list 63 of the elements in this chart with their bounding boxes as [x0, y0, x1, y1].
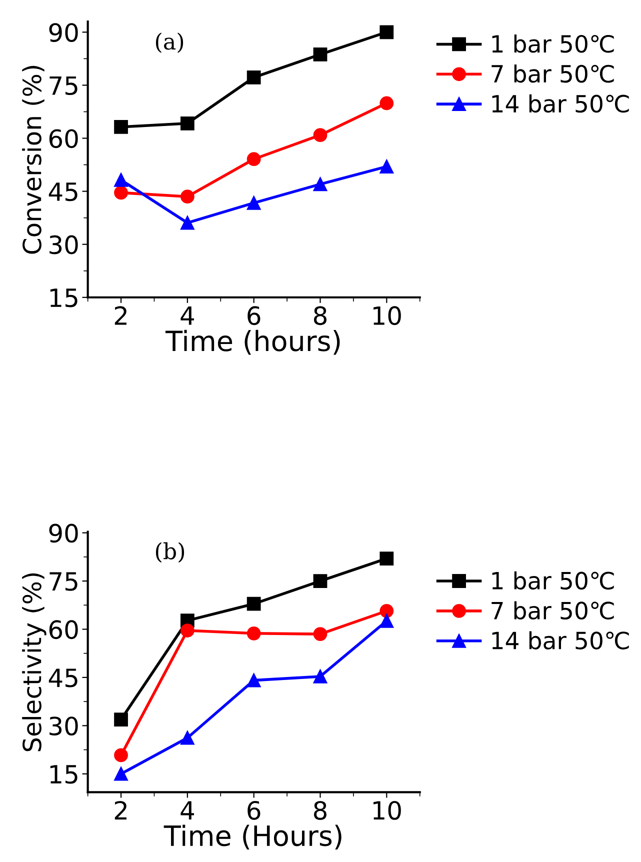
- point: [246, 626, 261, 640]
- x-tick-label: 8: [314, 800, 326, 820]
- x-tick-label: 10: [373, 800, 401, 820]
- point: [246, 70, 261, 84]
- y-axis-title: Conversion (%): [22, 66, 44, 254]
- point: [246, 196, 261, 210]
- point: [114, 173, 128, 187]
- point: [380, 552, 394, 566]
- y-tick-label: 30: [50, 235, 78, 254]
- y-tick-label: 15: [50, 765, 78, 784]
- x-tick-label: 8: [314, 306, 326, 326]
- point: [380, 25, 394, 40]
- y-tick-label: 45: [48, 668, 78, 688]
- legend-label: 1 bar 50℃: [492, 34, 614, 53]
- x-tick-label: 6: [248, 306, 260, 326]
- point: [114, 120, 128, 134]
- legend-label: 1 bar 50℃: [492, 571, 614, 590]
- point: [313, 177, 328, 192]
- point: [313, 128, 328, 142]
- y-tick-label: 15: [50, 288, 78, 308]
- annotation: (b): [156, 542, 184, 563]
- point: [313, 627, 328, 641]
- x-tick-label: 4: [180, 306, 194, 325]
- point: [114, 712, 128, 726]
- x-tick-label: 6: [248, 800, 260, 820]
- point: [380, 96, 394, 110]
- y-tick-label: 60: [49, 620, 78, 640]
- x-axis-title: Time (Hours): [164, 824, 342, 850]
- point: [313, 670, 328, 684]
- annotation: (a): [156, 32, 184, 53]
- point: [380, 604, 394, 618]
- legend-label: 7 bar 50℃: [492, 64, 614, 83]
- point: [114, 766, 128, 781]
- y-tick-label: 90: [49, 524, 78, 543]
- x-tick-label: 2: [114, 306, 126, 325]
- point: [380, 614, 394, 628]
- x-tick-label: 2: [114, 800, 126, 820]
- x-axis-title: Time (hours): [165, 330, 340, 355]
- point: [114, 186, 128, 200]
- point: [180, 730, 194, 745]
- point: [246, 673, 261, 688]
- point: [114, 748, 128, 762]
- y-tick-label: 75: [50, 76, 78, 96]
- legend-label: 7 bar 50℃: [492, 601, 614, 620]
- y-tick-label: 30: [50, 716, 78, 736]
- y-tick-label: 60: [49, 129, 78, 148]
- y-tick-label: 45: [48, 182, 78, 202]
- legend-label: 14 bar 50℃: [492, 94, 629, 113]
- point: [180, 190, 194, 204]
- point: [246, 152, 261, 166]
- point: [180, 624, 194, 638]
- y-tick-label: 75: [50, 572, 78, 591]
- point: [380, 160, 394, 174]
- legend-label: 14 bar 50℃: [492, 631, 629, 650]
- y-axis-title: Selectivity (%): [22, 573, 46, 752]
- x-tick-label: 10: [373, 306, 401, 326]
- y-tick-label: 90: [49, 23, 78, 42]
- point: [180, 116, 194, 130]
- point: [313, 47, 328, 62]
- x-tick-label: 4: [180, 801, 194, 820]
- point: [313, 574, 328, 588]
- point: [180, 216, 194, 230]
- point: [246, 596, 261, 611]
